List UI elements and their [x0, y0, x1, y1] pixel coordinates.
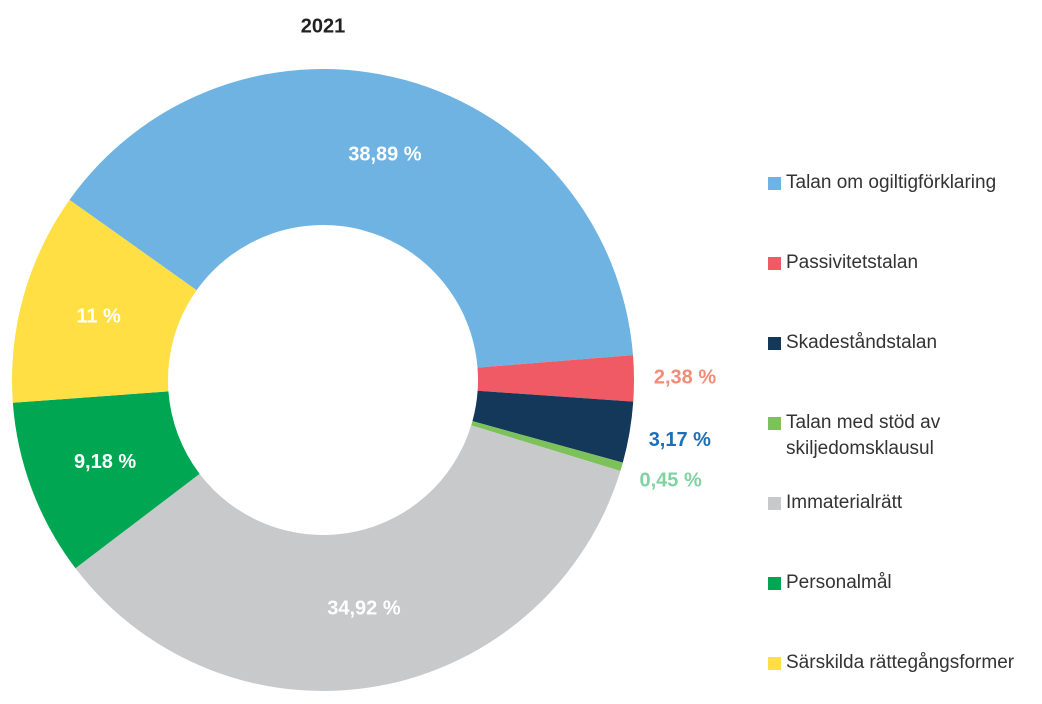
chart-title: 2021	[301, 15, 346, 37]
legend-label: Talan om ogiltigförklaring	[786, 172, 997, 193]
data-label: 0,45 %	[639, 469, 701, 491]
legend-swatch	[768, 417, 781, 430]
slice	[69, 69, 634, 368]
legend-item: Personalmål	[768, 570, 1038, 650]
data-label: 11 %	[76, 306, 121, 328]
legend-item: Skadeståndstalan	[768, 330, 1038, 410]
slice	[12, 391, 200, 569]
data-label: 2,38 %	[654, 366, 716, 388]
legend-label: Skadeståndstalan	[786, 332, 938, 353]
legend-item: Talan med stöd av skiljedomsklausul	[768, 410, 1038, 490]
legend-item: Särskilda rättegångsformer	[768, 650, 1038, 704]
legend-item: Talan om ogiltigförklaring	[768, 170, 1038, 250]
legend-swatch	[768, 257, 781, 270]
legend-label: Passivitetstalan	[786, 252, 919, 273]
slice	[477, 355, 634, 402]
legend-item: Passivitetstalan	[768, 250, 1038, 330]
slice	[472, 390, 634, 463]
slice	[11, 199, 197, 403]
legend-swatch	[768, 337, 781, 350]
legend-label: Immaterialrätt	[786, 492, 903, 513]
legend-label: Talan med stöd av skiljedomsklausul	[786, 412, 941, 459]
legend-swatch	[768, 497, 781, 510]
legend-swatch	[768, 577, 781, 590]
legend-label: Särskilda rättegångsformer	[786, 652, 1015, 673]
data-label: 9,18 %	[74, 451, 136, 473]
legend-item: Immaterialrätt	[768, 490, 1038, 570]
legend: Talan om ogiltigförklaring Passivitetstal…	[768, 170, 1038, 704]
legend-swatch	[768, 177, 781, 190]
data-label: 3,17 %	[649, 429, 711, 451]
legend-label: Personalmål	[786, 572, 892, 593]
slice	[471, 421, 623, 472]
legend-swatch	[768, 657, 781, 670]
slice	[75, 425, 621, 691]
data-label: 34,92 %	[327, 598, 401, 620]
data-label: 38,89 %	[348, 144, 422, 166]
